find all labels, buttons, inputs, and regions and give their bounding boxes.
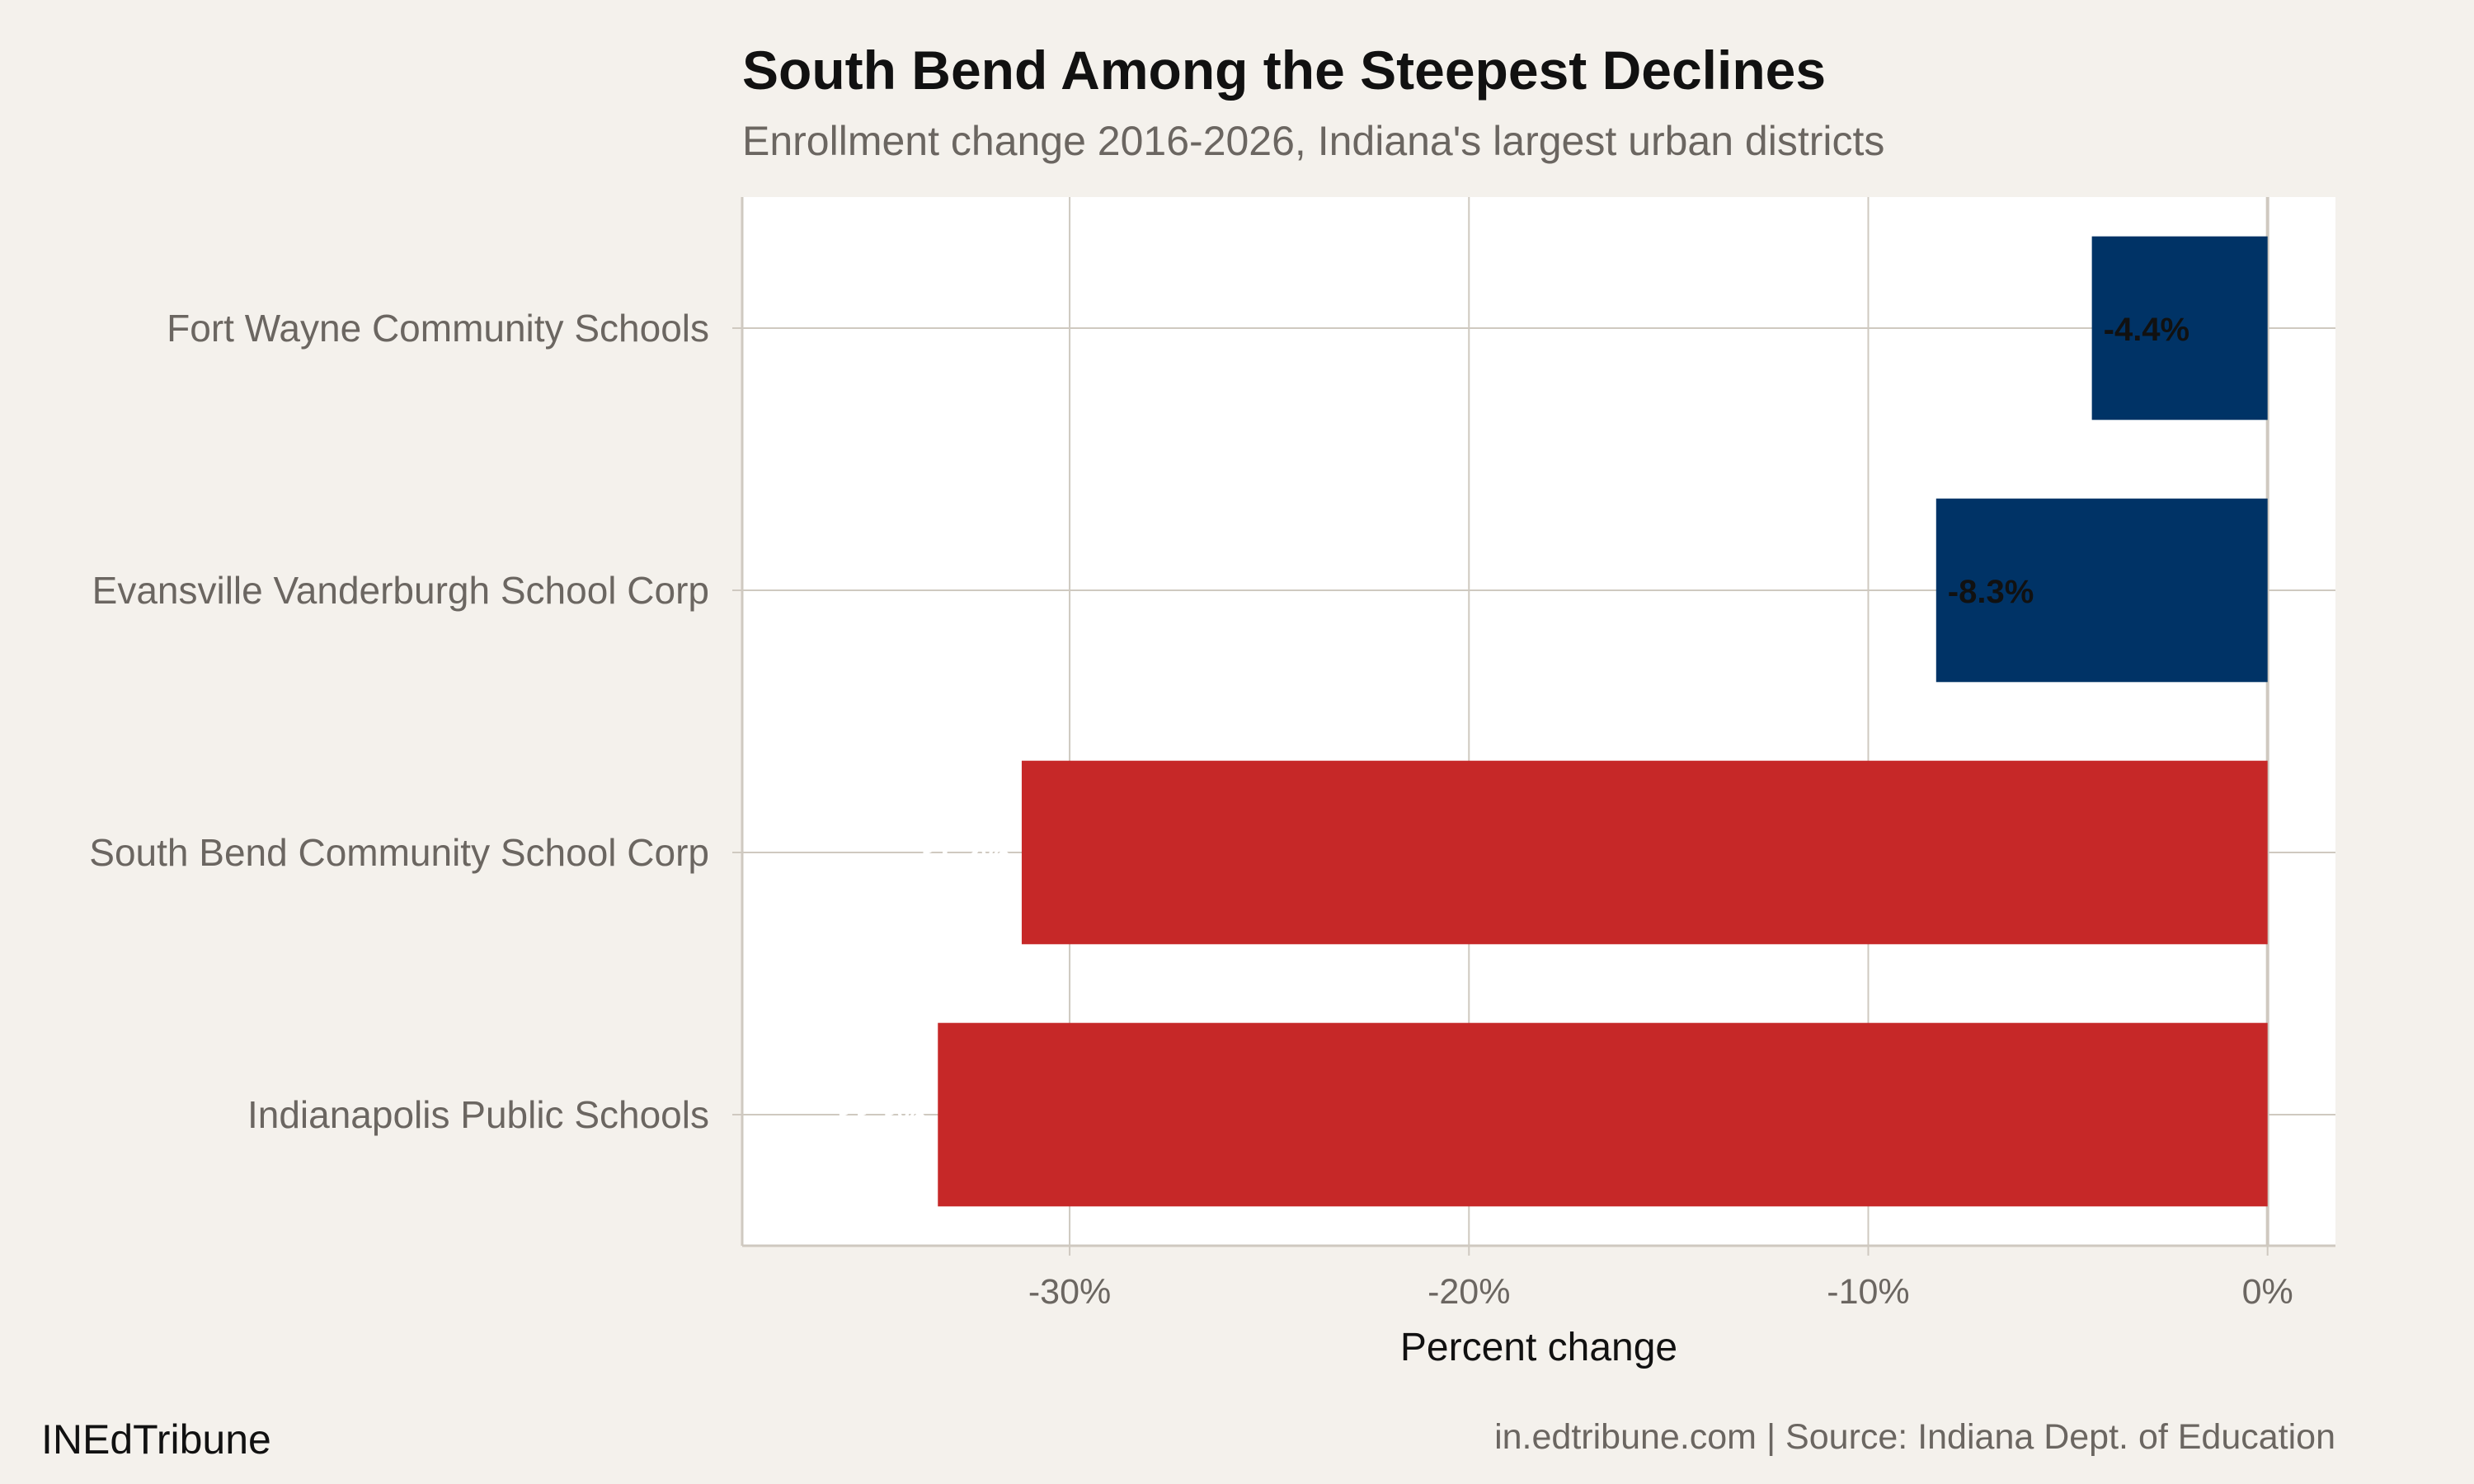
y-category-label: Evansville Vanderburgh School Corp [92,569,709,612]
data-label: -31.2% [905,836,1010,872]
y-category-label: Fort Wayne Community Schools [167,307,709,350]
x-tick-label: -20% [1427,1272,1510,1312]
data-labels: -4.4% -8.3% -31.2% -33.3% [822,312,2190,1134]
bar [1935,498,2268,683]
x-tick-label: -10% [1827,1272,1909,1312]
x-tick-label: 0% [2242,1272,2293,1312]
bar [2091,236,2268,420]
y-axis-labels: Fort Wayne Community Schools Evansville V… [89,307,709,1136]
y-category-label: South Bend Community School Corp [89,831,709,874]
chart-title: South Bend Among the Steepest Declines [742,40,1826,101]
brand-label: INEdTribune [41,1416,271,1463]
data-label: -4.4% [2104,312,2190,348]
data-label: -8.3% [1948,574,2034,610]
data-label: -33.3% [822,1098,927,1134]
bars [938,236,2268,1207]
bar [1021,760,2268,945]
x-tick-label: -30% [1028,1272,1111,1312]
bar [938,1022,2268,1207]
x-axis-title: Percent change [1400,1326,1677,1369]
x-axis-ticks: -30% -20% -10% 0% [1028,1246,2293,1312]
y-category-label: Indianapolis Public Schools [247,1093,709,1136]
chart-subtitle: Enrollment change 2016-2026, Indiana's l… [742,118,1884,164]
source-caption: in.edtribune.com | Source: Indiana Dept.… [1494,1417,2335,1457]
